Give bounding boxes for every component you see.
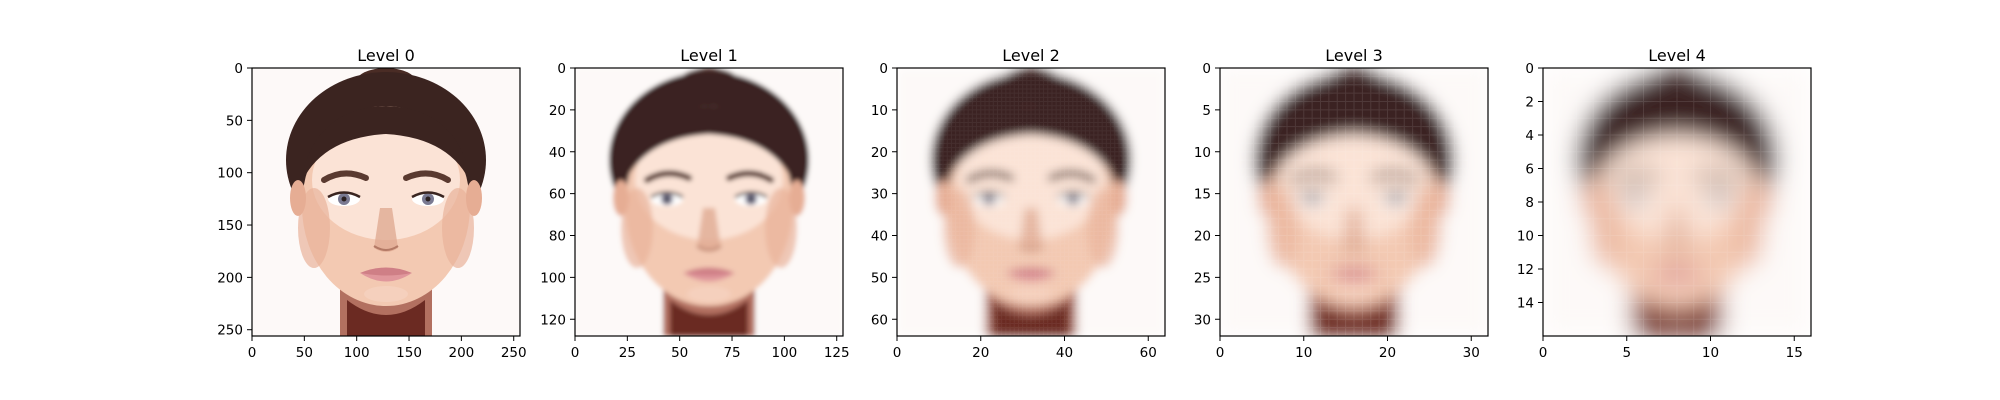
face-image bbox=[1543, 68, 1811, 336]
axes-frame bbox=[1219, 67, 1489, 337]
x-tick-label: 0 bbox=[1216, 345, 1225, 361]
x-tick-label: 15 bbox=[1786, 345, 1803, 361]
face-image bbox=[575, 68, 843, 336]
x-tick-label: 60 bbox=[1140, 345, 1157, 361]
panel-level-2: Level 2 0 20 40 60 0 10 20 30 40 50 60 bbox=[871, 46, 1166, 361]
pixel-grid bbox=[1220, 68, 1488, 336]
panel-title: Level 0 bbox=[357, 46, 415, 65]
axes-frame bbox=[251, 67, 521, 337]
pixel-grid bbox=[897, 68, 1165, 336]
y-tick-label: 2 bbox=[1525, 95, 1534, 111]
x-tick-label: 40 bbox=[1056, 345, 1073, 361]
y-tick-label: 14 bbox=[1517, 296, 1534, 312]
x-tick-label: 5 bbox=[1622, 345, 1631, 361]
x-tick-label: 125 bbox=[824, 345, 850, 361]
y-tick-label: 10 bbox=[1517, 229, 1534, 245]
x-tick-label: 10 bbox=[1295, 345, 1312, 361]
x-tick-label: 200 bbox=[448, 345, 474, 361]
y-tick-label: 100 bbox=[540, 270, 566, 286]
x-tick-label: 0 bbox=[1539, 345, 1548, 361]
x-tick-label: 50 bbox=[296, 345, 313, 361]
y-tick-label: 0 bbox=[1202, 61, 1211, 77]
y-tick-label: 200 bbox=[217, 270, 243, 286]
x-tick-label: 250 bbox=[501, 345, 527, 361]
y-tick-label: 120 bbox=[540, 312, 566, 328]
y-tick-label: 0 bbox=[879, 61, 888, 77]
y-tick-label: 50 bbox=[226, 113, 243, 129]
face-image bbox=[252, 68, 520, 336]
panel-title: Level 4 bbox=[1648, 46, 1706, 65]
x-tick-label: 50 bbox=[671, 345, 688, 361]
y-tick-label: 10 bbox=[1194, 145, 1211, 161]
y-tick-label: 150 bbox=[217, 218, 243, 234]
x-tick-label: 100 bbox=[771, 345, 797, 361]
panel-title: Level 2 bbox=[1002, 46, 1060, 65]
y-tick-label: 10 bbox=[871, 103, 888, 119]
panel-level-3: Level 3 0 10 20 30 0 5 10 15 20 25 30 bbox=[1194, 46, 1489, 361]
panel-title: Level 3 bbox=[1325, 46, 1383, 65]
x-tick-label: 0 bbox=[248, 345, 257, 361]
x-tick-label: 25 bbox=[619, 345, 636, 361]
y-tick-label: 50 bbox=[871, 270, 888, 286]
panel-level-0: Level 0 0 50 100 150 200 250 0 50 100 150 200 250 bbox=[217, 46, 526, 361]
y-tick-label: 40 bbox=[871, 229, 888, 245]
y-tick-label: 6 bbox=[1525, 162, 1534, 178]
x-tick-label: 10 bbox=[1702, 345, 1719, 361]
x-tick-label: 0 bbox=[893, 345, 902, 361]
y-tick-label: 12 bbox=[1517, 262, 1534, 278]
face-image bbox=[1220, 68, 1488, 336]
y-tick-label: 15 bbox=[1194, 187, 1211, 203]
panel-level-1: Level 1 0 25 50 75 100 125 0 20 40 60 80 100 120 bbox=[540, 46, 849, 361]
y-tick-label: 8 bbox=[1525, 195, 1534, 211]
x-tick-label: 0 bbox=[571, 345, 580, 361]
y-tick-label: 30 bbox=[1194, 312, 1211, 328]
panels-container: Level 00 50 100 150 200 250050100150200250Lev… bbox=[217, 46, 1812, 361]
y-tick-label: 40 bbox=[549, 145, 566, 161]
y-tick-label: 30 bbox=[871, 187, 888, 203]
x-tick-label: 75 bbox=[723, 345, 740, 361]
x-tick-label: 30 bbox=[1463, 345, 1480, 361]
y-tick-label: 0 bbox=[234, 61, 243, 77]
y-tick-label: 250 bbox=[217, 323, 243, 339]
axes-frame bbox=[574, 67, 844, 337]
y-tick-label: 100 bbox=[217, 166, 243, 182]
y-tick-label: 20 bbox=[549, 103, 566, 119]
panel-title: Level 1 bbox=[680, 46, 738, 65]
y-tick-label: 60 bbox=[871, 312, 888, 328]
x-tick-label: 20 bbox=[1379, 345, 1396, 361]
y-tick-label: 60 bbox=[549, 187, 566, 203]
y-tick-label: 4 bbox=[1525, 128, 1534, 144]
x-tick-label: 20 bbox=[972, 345, 989, 361]
x-tick-label: 150 bbox=[396, 345, 422, 361]
face-image bbox=[897, 68, 1165, 336]
axes-frame bbox=[896, 67, 1166, 337]
y-tick-label: 20 bbox=[1194, 229, 1211, 245]
pixel-grid bbox=[1543, 68, 1811, 336]
y-tick-label: 0 bbox=[1525, 61, 1534, 77]
y-tick-label: 20 bbox=[871, 145, 888, 161]
x-tick-label: 100 bbox=[344, 345, 370, 361]
y-tick-label: 25 bbox=[1194, 270, 1211, 286]
y-tick-label: 80 bbox=[549, 229, 566, 245]
y-tick-label: 0 bbox=[557, 61, 566, 77]
panel-level-4: Level 4 0 5 10 15 0 2 4 6 8 10 12 14 bbox=[1517, 46, 1812, 361]
y-tick-label: 5 bbox=[1202, 103, 1211, 119]
